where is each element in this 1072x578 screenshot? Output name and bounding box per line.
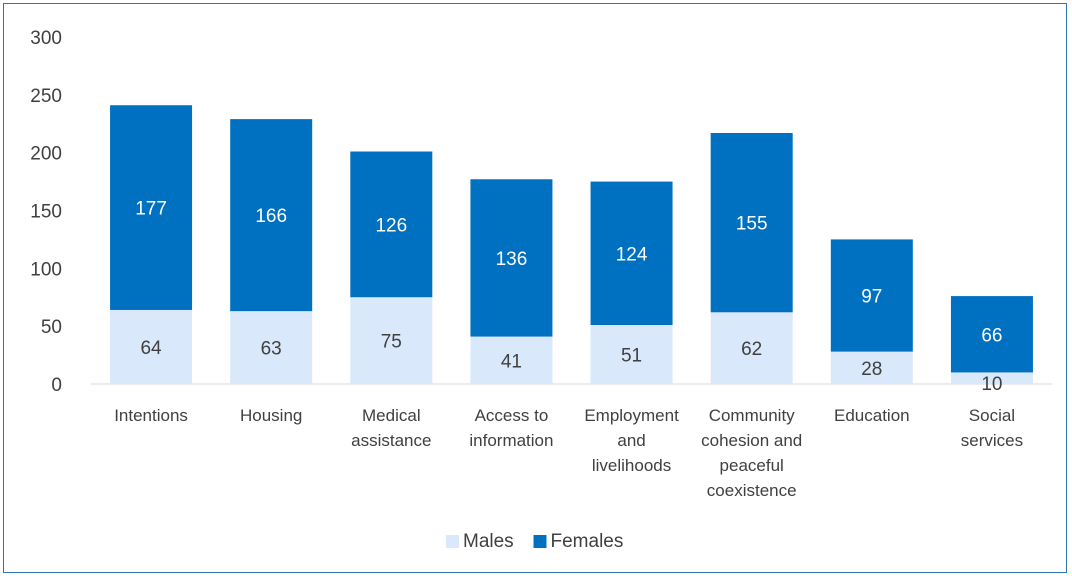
- data-label: 75: [381, 332, 402, 353]
- data-label: 177: [135, 199, 167, 220]
- data-label: 166: [255, 206, 287, 227]
- legend-swatch-females: [533, 535, 547, 548]
- y-tick-label: 300: [30, 28, 62, 49]
- legend-label-males: Males: [463, 531, 514, 552]
- bar-males: [830, 351, 913, 384]
- y-tick-label: 50: [41, 317, 62, 338]
- bar-females: [950, 296, 1033, 373]
- x-tick-label: Employment and livelihoods: [584, 406, 679, 475]
- data-label: 41: [501, 351, 522, 372]
- bar-females: [230, 119, 313, 312]
- y-tick-label: 250: [30, 86, 62, 107]
- data-label: 28: [861, 359, 882, 380]
- bar-females: [830, 239, 913, 352]
- x-tick-label: Education: [834, 406, 910, 425]
- bar-females: [590, 181, 673, 326]
- data-label: 155: [736, 214, 768, 235]
- data-label: 63: [261, 339, 282, 360]
- bar-females: [110, 105, 193, 310]
- data-label: 126: [375, 215, 407, 236]
- data-label: 10: [981, 374, 1002, 395]
- bar-males: [110, 309, 193, 384]
- y-tick-label: 200: [30, 144, 62, 165]
- data-label: 51: [621, 346, 642, 367]
- x-tick-label: Intentions: [114, 406, 188, 425]
- x-tick-label: Housing: [240, 406, 302, 425]
- bar-males: [710, 312, 793, 384]
- bar-males: [470, 336, 553, 384]
- bar-females: [350, 151, 433, 298]
- bar-males: [230, 311, 313, 384]
- bar-males: [590, 325, 673, 384]
- y-tick-label: 150: [30, 202, 62, 223]
- x-tick-label: Social services: [961, 406, 1023, 450]
- x-tick-label: Medical assistance: [351, 406, 431, 450]
- bar-females: [470, 179, 553, 337]
- data-label: 66: [981, 325, 1002, 346]
- data-label: 64: [140, 338, 162, 359]
- bar-females: [710, 133, 793, 313]
- data-label: 97: [861, 287, 882, 308]
- x-tick-label: Community cohesion and peaceful coexistence: [701, 406, 802, 500]
- x-tick-label: Access to information: [469, 406, 553, 450]
- data-label: 124: [616, 244, 648, 265]
- bar-males: [950, 372, 1033, 384]
- bar-males: [350, 297, 433, 384]
- y-tick-label: 100: [30, 259, 62, 280]
- y-tick-label: 0: [51, 375, 62, 396]
- legend-label-females: Females: [551, 531, 624, 552]
- legend-swatch-males: [446, 535, 459, 548]
- data-label: 62: [741, 339, 762, 360]
- data-label: 136: [496, 249, 528, 270]
